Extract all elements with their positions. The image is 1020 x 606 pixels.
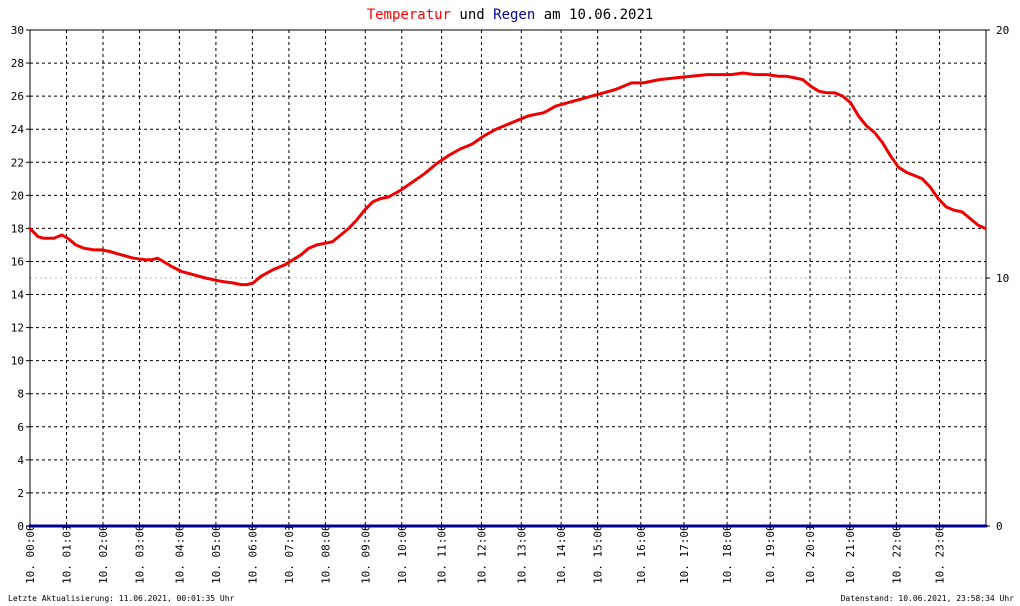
y-tick-label: 30 (11, 24, 24, 37)
y2-tick-label: 10 (996, 272, 1009, 285)
y2-tick-label: 20 (996, 24, 1009, 37)
x-tick-label: 10. 17:00 (678, 524, 691, 584)
x-tick-label: 10. 06:00 (246, 524, 259, 584)
chart-title: Temperatur und Regen am 10.06.2021 (367, 7, 654, 23)
y-tick-label: 4 (17, 454, 24, 467)
y-tick-label: 26 (11, 90, 24, 103)
footer-data-status: Datenstand: 10.06.2021, 23:58:34 Uhr (841, 594, 1015, 603)
x-tick-label: 10. 02:00 (97, 524, 110, 584)
x-tick-label: 10. 22:00 (890, 524, 903, 584)
y-tick-label: 2 (17, 487, 24, 500)
x-tick-label: 10. 19:00 (764, 524, 777, 584)
footer-last-update: Letzte Aktualisierung: 11.06.2021, 00:01… (8, 594, 235, 603)
title-rain: Regen (493, 7, 535, 23)
title-und: und (451, 7, 493, 23)
x-tick-label: 10. 00:00 (24, 524, 37, 584)
temperature-series-line (28, 71, 987, 287)
x-tick-label: 10. 04:00 (173, 524, 186, 584)
x-tick-label: 10. 03:00 (134, 524, 147, 584)
x-tick-label: 10. 20:01 (804, 524, 817, 584)
x-tick-label: 10. 01:01 (61, 524, 74, 584)
y-tick-label: 8 (17, 388, 24, 401)
x-axis: 10. 00:00 10. 01:01 10. 02:00 10. 03:00 10. … (24, 524, 947, 584)
series-group (28, 71, 988, 528)
y-tick-label: 6 (17, 421, 24, 434)
x-tick-label: 10. 08:00 (319, 524, 332, 584)
y2-tick-label: 0 (996, 520, 1003, 533)
y-tick-label: 16 (11, 255, 24, 268)
x-tick-label: 10. 11:00 (436, 524, 449, 584)
title-temperature: Temperatur (367, 7, 451, 23)
x-tick-label: 10. 09:00 (359, 524, 372, 584)
x-tick-label: 10. 10:00 (396, 524, 409, 584)
y-tick-label: 0 (17, 520, 24, 533)
x-tick-label: 10. 16:00 (635, 524, 648, 584)
y-tick-label: 10 (11, 355, 24, 368)
y-tick-label: 20 (11, 189, 24, 202)
x-tick-label: 10. 15:00 (592, 524, 605, 584)
x-tick-label: 10. 21:00 (844, 524, 857, 584)
y-tick-label: 22 (11, 156, 24, 169)
y-tick-label: 12 (11, 322, 24, 335)
y-tick-label: 28 (11, 57, 24, 70)
x-tick-label: 10. 12:00 (475, 524, 488, 584)
x-tick-label: 10. 14:00 (555, 524, 568, 584)
x-tick-label: 10. 18:00 (721, 524, 734, 584)
x-tick-label: 10. 23:00 (934, 524, 947, 584)
title-date: am 10.06.2021 (535, 7, 653, 23)
y-tick-label: 18 (11, 222, 24, 235)
x-tick-label: 10. 07:01 (283, 524, 296, 584)
x-tick-label: 10. 13:00 (515, 524, 528, 584)
x-tick-label: 10. 05:00 (210, 524, 223, 584)
y-axis-right: 0 10 20 (986, 24, 1009, 533)
y-tick-label: 24 (11, 123, 25, 136)
y-tick-label: 14 (11, 289, 25, 302)
